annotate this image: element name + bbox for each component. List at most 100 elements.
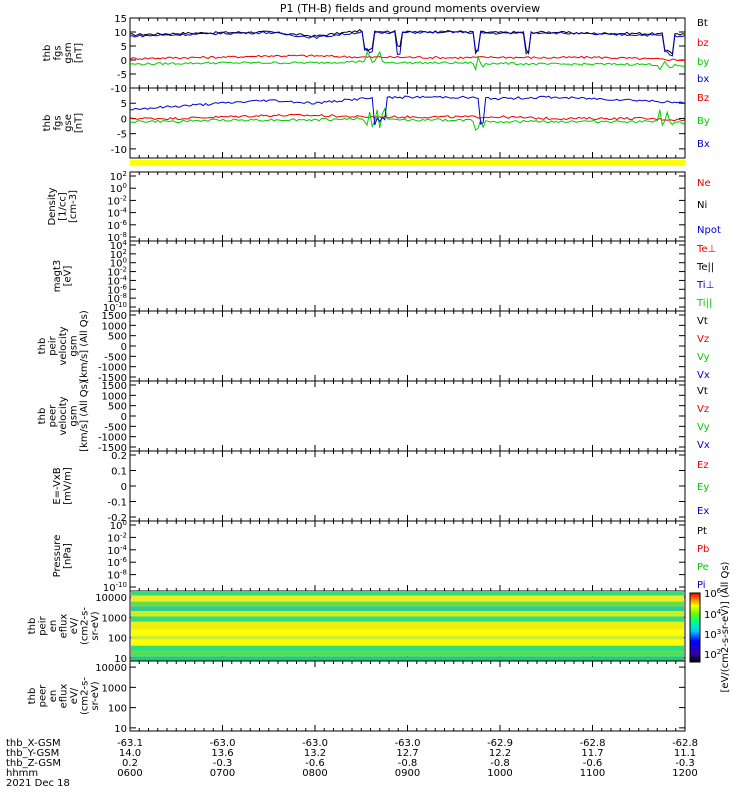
y-tick-label: 104: [110, 239, 128, 252]
orbit-value: 1000: [487, 768, 512, 779]
panel-frame: [129, 17, 686, 89]
y-axis-label: [nPa]: [63, 543, 74, 569]
y-tick-label: 10: [114, 28, 127, 39]
legend-entry: Bz: [697, 93, 709, 104]
y-axis-label: peir: [48, 335, 59, 355]
y-tick-label: 100: [110, 182, 127, 195]
orbit-row-label: thb_X-GSM: [6, 738, 61, 749]
y-tick-label: 100: [108, 634, 127, 645]
y-axis-label: (cm2-s-: [80, 607, 91, 645]
heatmap-band: [131, 645, 684, 652]
y-tick-label: 10-8: [107, 292, 127, 305]
y-tick-label: 10000: [95, 663, 127, 674]
y-tick-label: 10-8: [107, 569, 127, 582]
panel-frame: [129, 171, 686, 242]
y-tick-label: 1000: [102, 321, 127, 332]
orbit-value: 0900: [395, 768, 420, 779]
y-tick-label: 10-10: [103, 301, 127, 314]
orbit-value: -0.3: [675, 758, 695, 769]
y-tick-label: -500: [104, 422, 127, 433]
legend-entry: Vx: [697, 370, 710, 381]
y-axis-label: peer: [48, 404, 59, 428]
panel-fgs_gse: 5 0 -5 -10 thb fgs gse [nT] Bz By Bx: [42, 87, 710, 159]
y-axis-label: sr-eV): [90, 611, 101, 640]
y-tick-label: 1000: [102, 613, 127, 624]
orbit-value: -0.3: [213, 758, 233, 769]
orbit-value: -62.9: [487, 738, 513, 749]
y-tick-label: 10: [114, 724, 127, 735]
y-tick-label: 1500: [102, 381, 127, 392]
y-axis-label: [nT]: [74, 113, 85, 133]
y-tick-label: -1000: [98, 363, 127, 374]
y-axis-label: [km/s] (All Qs): [79, 310, 90, 382]
y-axis-label: thb: [37, 408, 48, 425]
y-tick-label: 5: [121, 99, 127, 110]
y-tick-label: 10-8: [107, 231, 127, 244]
y-tick-label: 500: [108, 402, 127, 413]
y-tick-label: 500: [108, 332, 127, 343]
orbit-value: -62.8: [672, 738, 698, 749]
y-axis-label: thb: [27, 618, 38, 635]
y-axis-label: sr-eV): [90, 681, 101, 710]
orbit-value: -63.0: [210, 738, 236, 749]
y-tick-label: -1000: [98, 433, 127, 444]
orbit-value: -63.0: [302, 738, 328, 749]
y-tick-label: 10-6: [107, 283, 127, 296]
heatmap-band: [131, 651, 684, 657]
y-tick-label: 10-2: [107, 531, 127, 544]
legend-entry: bx: [697, 74, 709, 85]
legend-entry: Ti||: [696, 298, 712, 309]
legend-entry: Pe: [697, 562, 709, 573]
heatmap-band: [131, 611, 684, 617]
y-axis-label: [nT]: [74, 43, 85, 63]
y-axis-label: thb: [37, 338, 48, 355]
heatmap-band: [131, 606, 684, 612]
y-tick-label: 100: [110, 257, 127, 270]
heatmap-band: [131, 595, 684, 602]
y-axis-label: peir: [38, 615, 49, 635]
y-axis-label: thb: [42, 115, 53, 132]
y-axis-label: fgs: [53, 115, 64, 130]
series-By: [129, 107, 686, 131]
y-tick-label: -0.2: [107, 513, 127, 524]
y-tick-label: -0.1: [107, 498, 127, 509]
colorbar-tick-label: 103: [704, 628, 721, 641]
y-tick-label: -10: [111, 84, 127, 95]
y-axis-label: Pressure: [52, 535, 63, 578]
y-axis-label: velocity: [58, 326, 69, 365]
y-tick-label: 10-6: [107, 556, 127, 569]
orbit-row-label: thb_Y-GSM: [6, 748, 59, 759]
y-tick-label: 0: [121, 114, 127, 125]
y-tick-label: 10: [114, 654, 127, 665]
legend-entry: By: [697, 116, 710, 127]
heatmap-band: [131, 601, 684, 607]
orbit-value: 0600: [117, 768, 142, 779]
orbit-value: -62.8: [580, 738, 606, 749]
legend-entry: Vy: [697, 422, 710, 433]
legend-entry: bz: [697, 38, 709, 49]
y-axis-label: Density: [47, 187, 58, 225]
heatmap-band: [131, 656, 684, 661]
y-tick-label: 1500: [102, 311, 127, 322]
legend-entry: Ez: [697, 460, 709, 471]
y-tick-label: 0.2: [111, 451, 127, 462]
y-tick-label: -1500: [98, 373, 127, 384]
y-tick-label: 0: [121, 412, 127, 423]
orbit-value: -63.1: [117, 738, 143, 749]
orbit-value: 13.2: [304, 748, 326, 759]
y-axis-label: peer: [38, 684, 49, 708]
series-Bx: [129, 95, 686, 126]
y-axis-label: gsm: [69, 405, 80, 426]
y-tick-label: -5: [117, 130, 127, 141]
y-axis-label: thb: [42, 45, 53, 62]
y-axis-label: gsm: [63, 42, 74, 63]
series-Bz: [129, 113, 686, 122]
orbit-value: 13.6: [211, 748, 233, 759]
y-tick-label: 0: [121, 482, 127, 493]
legend-entry: Vz: [697, 404, 709, 415]
heatmap-band: [131, 591, 684, 596]
